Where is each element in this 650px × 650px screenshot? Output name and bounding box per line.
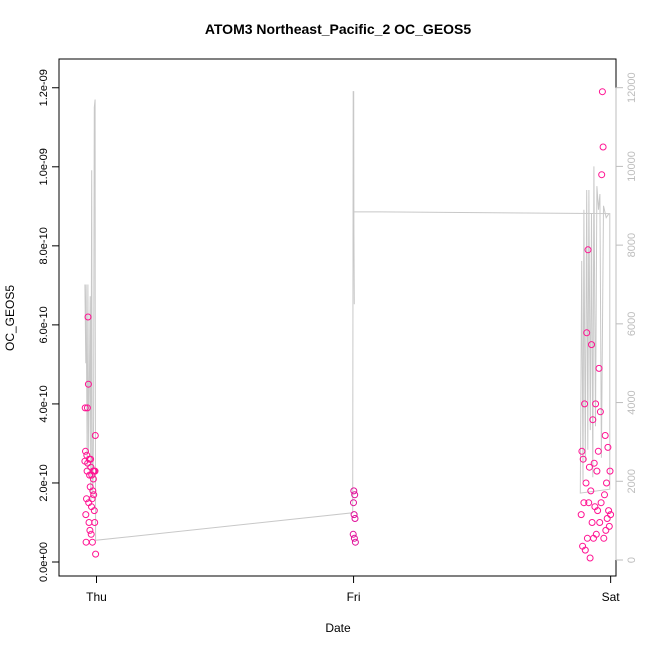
- data-point: [600, 534, 608, 542]
- data-point: [582, 479, 590, 487]
- data-point: [604, 443, 612, 451]
- y-tick-label: 1.0e-09: [38, 148, 50, 185]
- y-right-tick-label: 10000: [626, 151, 638, 182]
- data-point: [83, 404, 91, 412]
- data-point: [350, 487, 358, 495]
- data-point: [596, 519, 604, 526]
- y-tick-label: 0.0e+00: [38, 542, 50, 582]
- data-point: [584, 246, 592, 254]
- data-point: [593, 467, 601, 475]
- data-point: [597, 499, 605, 507]
- data-point: [91, 519, 99, 526]
- y-axis-left: 0.0e+00 2.0e-10 4.0e-10 6.0e-10 8.0e-10 1.0e-…: [38, 69, 60, 582]
- data-point: [607, 511, 615, 519]
- y-right-tick-label: 6000: [626, 312, 638, 336]
- data-point: [581, 546, 589, 554]
- data-point: [586, 554, 594, 562]
- data-point: [88, 538, 96, 546]
- data-point: [589, 416, 597, 424]
- data-point: [596, 408, 604, 416]
- data-point: [579, 455, 587, 463]
- data-point: [594, 447, 602, 455]
- x-tick-label: Fri: [347, 590, 361, 604]
- data-point: [91, 467, 99, 475]
- data-point: [88, 495, 96, 503]
- y-tick-label: 8.0e-10: [38, 227, 50, 264]
- y-right-tick-label: 0: [626, 557, 638, 563]
- data-point: [351, 515, 359, 522]
- y-tick-label: 2.0e-10: [38, 464, 50, 501]
- data-point: [590, 459, 598, 467]
- data-point: [598, 88, 606, 96]
- altitude-line: [84, 91, 611, 541]
- data-point: [585, 499, 593, 507]
- data-point: [592, 400, 600, 408]
- y-tick-label: 4.0e-10: [38, 385, 50, 422]
- data-point: [92, 550, 100, 558]
- data-point: [583, 534, 591, 542]
- points-layer: [81, 88, 615, 562]
- data-point: [86, 471, 94, 479]
- plot-box: [58, 58, 617, 577]
- data-point: [351, 491, 359, 499]
- data-point: [350, 534, 358, 542]
- y-right-tick-label: 4000: [626, 390, 638, 414]
- data-point: [577, 511, 585, 519]
- data-point: [350, 511, 358, 519]
- y-right-tick-label: 12000: [626, 72, 638, 103]
- data-point: [592, 530, 600, 538]
- data-point: [89, 475, 97, 483]
- data-point: [606, 467, 614, 475]
- data-point: [583, 329, 591, 337]
- data-point: [349, 530, 357, 538]
- data-point: [87, 455, 95, 463]
- x-axis-label: Date: [325, 621, 351, 635]
- data-point: [82, 511, 90, 519]
- data-point: [605, 522, 613, 530]
- data-point: [594, 507, 602, 515]
- data-point: [601, 491, 608, 499]
- x-tick-label: Sat: [602, 590, 621, 604]
- data-point: [581, 400, 589, 408]
- data-point: [595, 364, 603, 372]
- data-point: [81, 404, 89, 412]
- data-point: [350, 499, 357, 507]
- data-point: [598, 171, 606, 179]
- y-tick-label: 1.2e-09: [38, 69, 50, 106]
- data-point: [580, 499, 588, 507]
- data-point: [605, 507, 613, 515]
- y-axis-label: OC_GEOS5: [3, 285, 17, 351]
- data-point: [84, 313, 92, 321]
- data-point: [91, 432, 99, 439]
- data-point: [587, 487, 595, 495]
- data-point: [602, 526, 610, 534]
- x-tick-label: Thu: [86, 590, 107, 604]
- data-point: [588, 519, 596, 526]
- data-point: [351, 538, 359, 546]
- data-point: [90, 507, 98, 515]
- data-point: [90, 491, 98, 499]
- data-point: [599, 143, 607, 151]
- data-point: [578, 447, 586, 455]
- data-point: [85, 519, 93, 526]
- data-point: [82, 538, 90, 546]
- altitude-line-layer: [84, 91, 611, 541]
- data-point: [603, 515, 611, 522]
- y-tick-label: 6.0e-10: [38, 306, 50, 343]
- data-point: [89, 487, 97, 495]
- data-point: [82, 447, 89, 455]
- data-point: [87, 530, 95, 538]
- data-point: [603, 479, 610, 487]
- y-axis-right: 0 2000 4000 6000 8000 10000 12000: [615, 72, 638, 563]
- data-point: [86, 526, 94, 534]
- data-point: [84, 380, 92, 388]
- chart-title: ATOM3 Northeast_Pacific_2 OC_GEOS5: [205, 21, 472, 37]
- x-axis: Thu Fri Sat: [86, 575, 621, 604]
- data-point: [601, 432, 609, 439]
- data-point: [585, 463, 593, 471]
- y-right-tick-label: 8000: [626, 233, 638, 257]
- y-right-tick-label: 2000: [626, 469, 638, 493]
- data-point: [588, 341, 595, 349]
